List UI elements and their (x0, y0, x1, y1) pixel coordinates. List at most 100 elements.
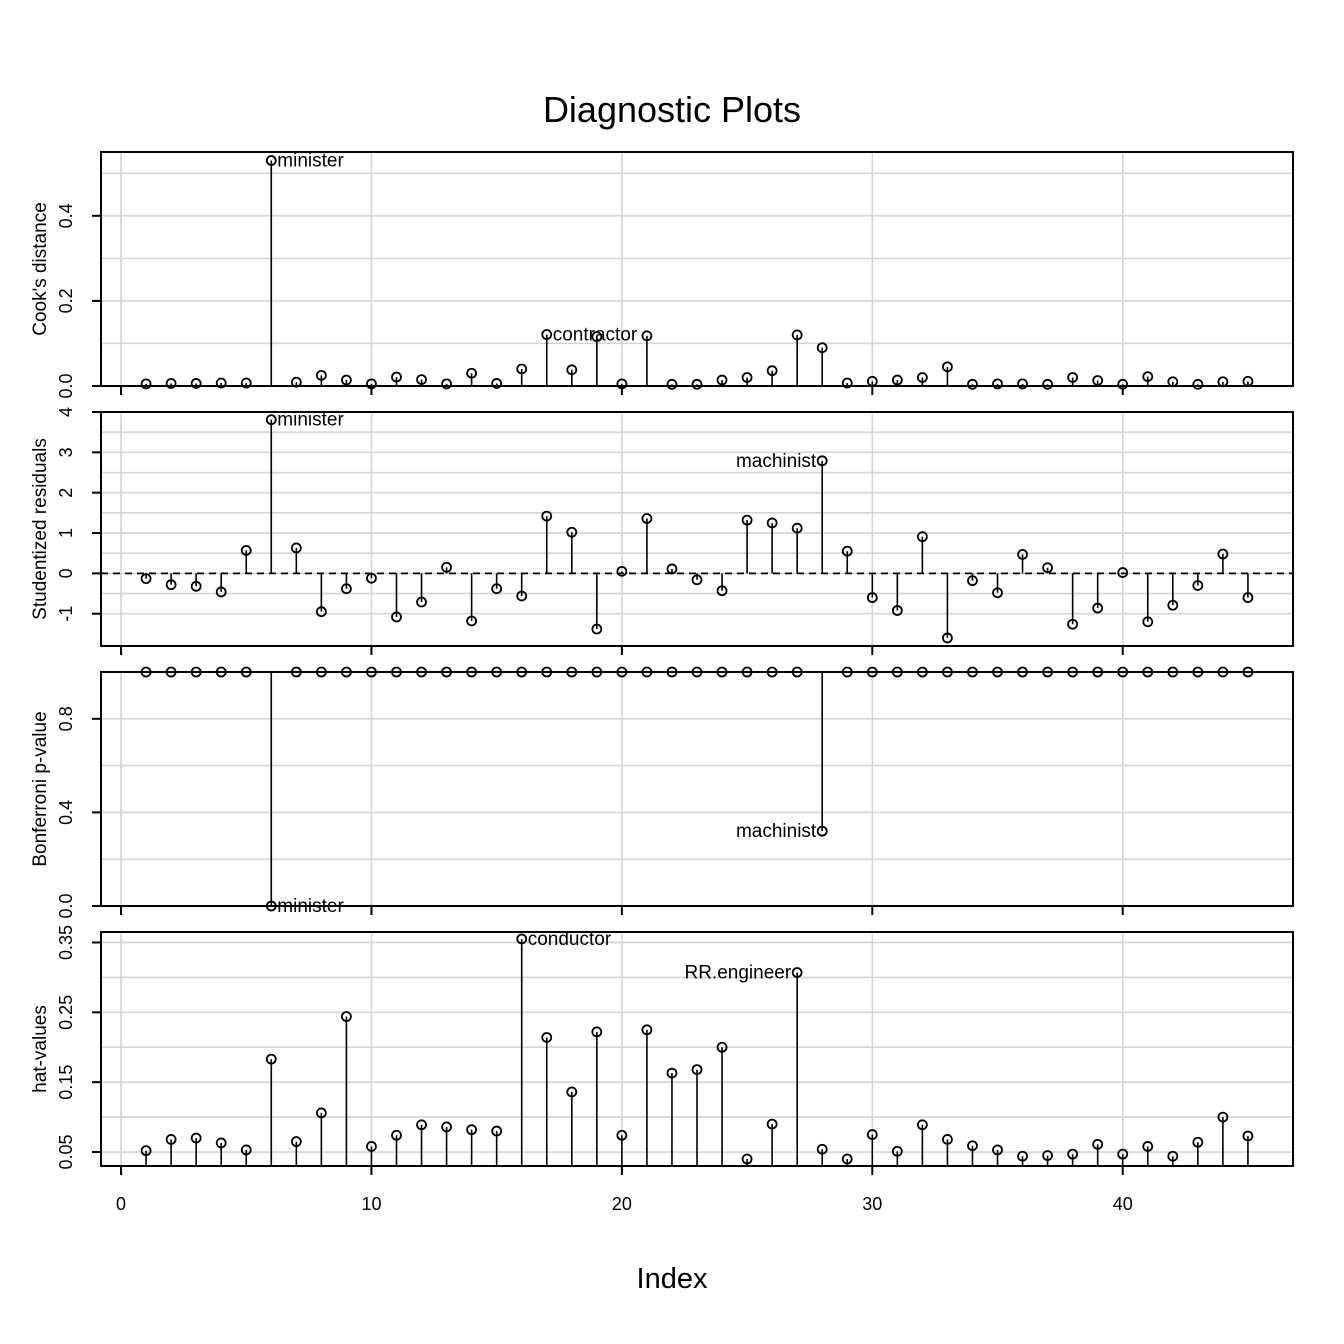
data-point (591, 623, 603, 635)
point-label: machinist (736, 451, 817, 472)
data-point (240, 377, 252, 389)
data-point (791, 967, 803, 978)
data-point (666, 563, 678, 575)
data-point (391, 611, 402, 623)
data-point (1042, 562, 1053, 574)
data-point (1042, 1150, 1053, 1161)
data-point (290, 1136, 302, 1147)
data-point (866, 1129, 878, 1140)
data-point (491, 583, 503, 595)
data-point (516, 590, 528, 602)
data-point (265, 414, 277, 426)
data-point (641, 513, 653, 524)
data-point (416, 374, 427, 386)
data-point (391, 371, 402, 383)
data-point (791, 522, 803, 534)
data-point (591, 1026, 603, 1038)
y-axis-label: Studentized residuals (30, 438, 51, 620)
point-label: RR.engineer (684, 963, 791, 984)
data-point (591, 331, 603, 343)
data-point (190, 580, 202, 592)
data-point (716, 1041, 728, 1053)
chart-title: Diagnostic Plots (543, 89, 801, 130)
data-point (315, 1107, 327, 1119)
data-point (466, 367, 478, 379)
y-tick-label: 0.8 (56, 706, 76, 731)
data-point (140, 1145, 152, 1157)
data-point (466, 615, 478, 627)
panel-2: minister machinist -1 0 1 2 3 4 Studentized resi… (30, 407, 1294, 655)
data-point (341, 374, 352, 386)
data-point (641, 330, 653, 342)
panel-frame (100, 671, 1294, 907)
data-point (190, 1132, 202, 1144)
data-point (1042, 378, 1053, 390)
data-point (1092, 602, 1104, 614)
data-point (691, 378, 703, 390)
data-point (816, 1143, 828, 1155)
data-point (541, 510, 553, 522)
y-axis-label: Bonferroni p-value (30, 711, 51, 866)
panel-4: conductor RR.engineer 0.05 0.15 0.25 0.35 hat-… (30, 925, 1294, 1175)
data-point (416, 1119, 427, 1131)
data-point (1017, 549, 1028, 560)
data-point (891, 374, 903, 386)
data-point (140, 378, 152, 390)
data-point (566, 364, 578, 376)
data-point (992, 587, 1003, 599)
data-point (165, 1134, 177, 1145)
data-point (816, 342, 828, 354)
data-point (491, 1125, 503, 1137)
data-point (215, 586, 227, 598)
data-point (265, 155, 277, 166)
data-point (891, 605, 903, 616)
data-point (1092, 1138, 1104, 1150)
data-point (566, 526, 578, 538)
x-tick-label: 30 (862, 1194, 882, 1214)
data-point (967, 378, 978, 390)
data-point (616, 565, 628, 577)
data-point (841, 545, 853, 557)
y-axis-label: Cook's distance (30, 202, 51, 336)
data-point (616, 1129, 628, 1141)
point-label: minister (277, 151, 344, 172)
data-point (1167, 599, 1179, 611)
point-label: contractor (553, 325, 638, 346)
data-point (841, 377, 853, 389)
data-point (992, 378, 1003, 390)
panel-frame (100, 151, 1294, 387)
data-point (441, 561, 452, 573)
data-point (766, 517, 778, 529)
x-tick-label: 0 (116, 1194, 126, 1214)
data-point (366, 1141, 377, 1152)
x-axis-label: Index (637, 1263, 708, 1295)
data-point (265, 1053, 277, 1065)
data-point (741, 1153, 753, 1165)
y-tick-label: 0.2 (56, 288, 76, 313)
data-point (416, 596, 427, 608)
x-tick-label: 40 (1113, 1194, 1133, 1214)
data-point (466, 1124, 478, 1136)
data-point (1017, 1150, 1028, 1162)
y-tick-label: 2 (56, 488, 76, 498)
data-point (566, 1086, 578, 1098)
data-point (1067, 1148, 1079, 1160)
data-point (441, 378, 452, 390)
data-point (741, 372, 753, 383)
panel-frame (100, 411, 1294, 647)
data-point (716, 374, 728, 386)
y-tick-label: 1 (56, 528, 76, 538)
y-tick-label: 0.35 (56, 925, 76, 960)
data-point (1142, 1141, 1154, 1152)
data-point (791, 329, 803, 341)
data-point (1117, 567, 1129, 578)
data-point (541, 1032, 553, 1043)
data-point (641, 1024, 653, 1036)
point-label: machinist (736, 821, 817, 842)
y-tick-label: 0.25 (56, 995, 76, 1030)
data-point (866, 592, 878, 603)
data-point (1142, 371, 1154, 383)
y-axis-label: hat-values (30, 1005, 51, 1093)
data-point (391, 1129, 402, 1141)
data-point (916, 1119, 928, 1131)
